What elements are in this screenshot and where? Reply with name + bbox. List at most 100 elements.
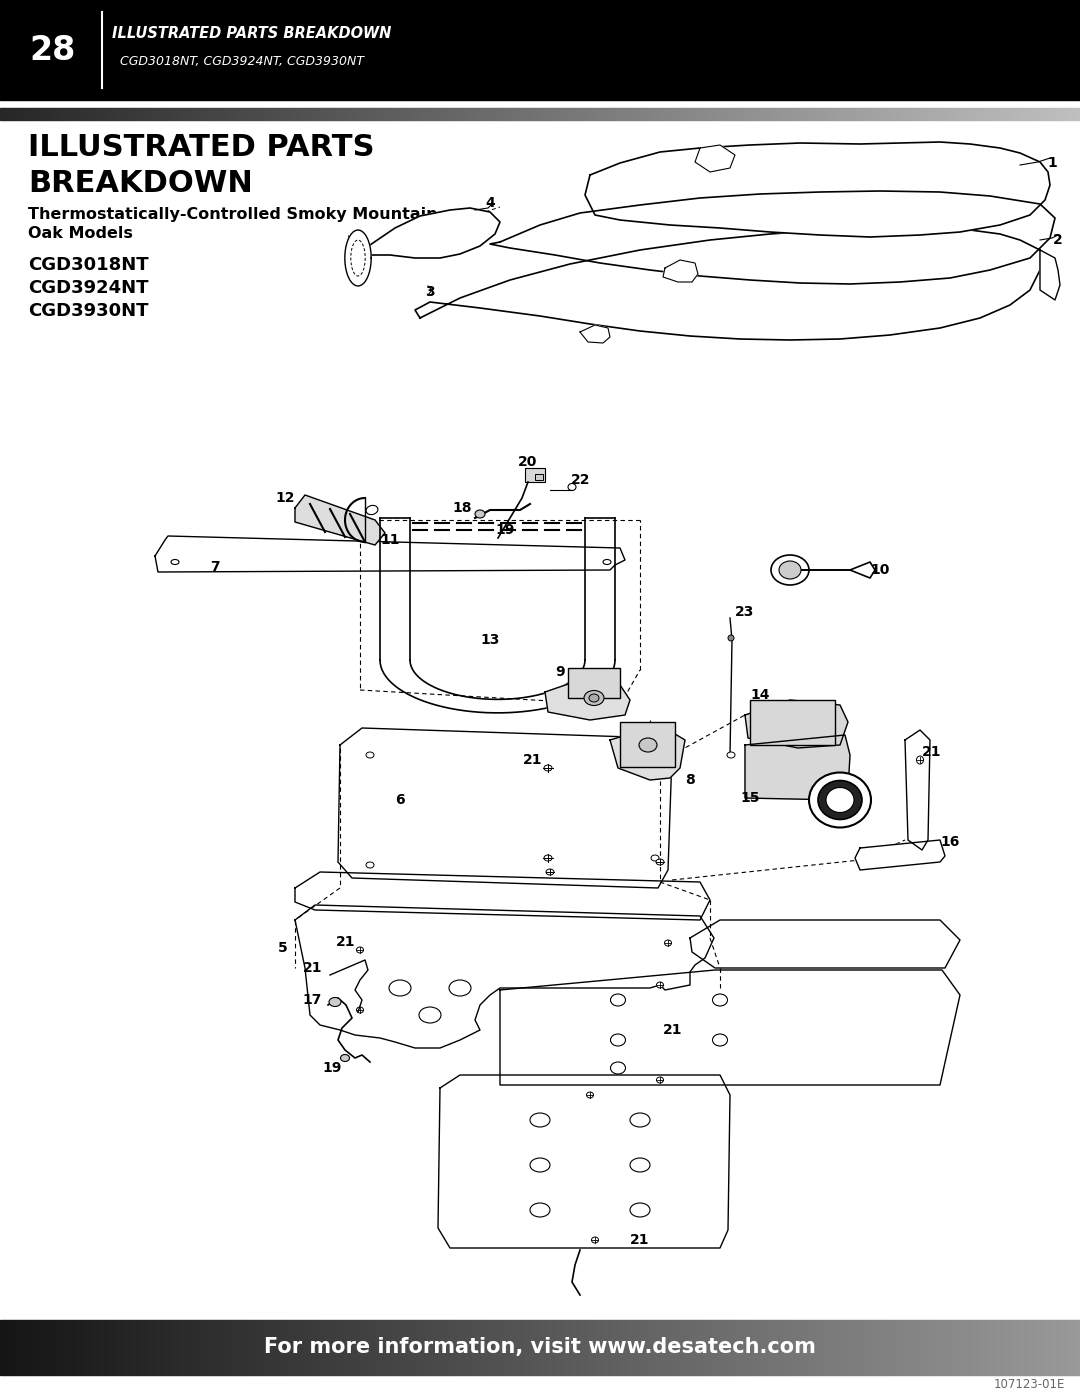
Bar <box>156 108 158 120</box>
Bar <box>464 1320 465 1375</box>
Bar <box>270 108 272 120</box>
Bar <box>602 1320 604 1375</box>
Bar <box>732 108 734 120</box>
Bar <box>416 108 418 120</box>
Bar <box>1010 108 1012 120</box>
Bar <box>24 108 26 120</box>
Bar <box>242 108 244 120</box>
Bar <box>28 1320 30 1375</box>
Bar <box>32 1320 33 1375</box>
Bar <box>1014 108 1016 120</box>
Bar <box>272 1320 274 1375</box>
Bar <box>237 108 238 120</box>
Bar <box>584 1320 586 1375</box>
Bar <box>490 1320 492 1375</box>
Bar <box>525 468 545 482</box>
Bar <box>908 1320 910 1375</box>
Bar <box>210 108 212 120</box>
Bar <box>620 722 675 767</box>
Bar <box>754 108 756 120</box>
Bar <box>798 1320 800 1375</box>
Bar <box>1062 1320 1064 1375</box>
Bar <box>684 1320 686 1375</box>
Bar <box>291 1320 292 1375</box>
Bar <box>554 108 556 120</box>
Bar <box>286 1320 288 1375</box>
Bar <box>760 108 762 120</box>
Bar <box>326 1320 328 1375</box>
Bar <box>1024 1320 1026 1375</box>
Bar <box>976 1320 978 1375</box>
Bar <box>894 108 896 120</box>
Bar <box>46 1320 48 1375</box>
Bar <box>556 108 558 120</box>
Bar <box>148 108 150 120</box>
Bar <box>948 1320 950 1375</box>
Bar <box>686 1320 688 1375</box>
Bar <box>672 1320 674 1375</box>
Ellipse shape <box>610 1034 625 1046</box>
Bar <box>132 108 134 120</box>
Bar <box>962 1320 964 1375</box>
Bar <box>746 108 748 120</box>
Bar <box>224 108 226 120</box>
Bar <box>310 108 312 120</box>
Bar <box>216 1320 218 1375</box>
Bar <box>650 1320 652 1375</box>
Bar <box>510 108 512 120</box>
Bar <box>222 108 224 120</box>
Bar <box>868 108 870 120</box>
Ellipse shape <box>630 1158 650 1172</box>
Text: ILLUSTRATED PARTS BREAKDOWN: ILLUSTRATED PARTS BREAKDOWN <box>112 25 391 41</box>
Bar <box>208 108 210 120</box>
Bar <box>988 108 990 120</box>
Bar <box>348 1320 350 1375</box>
Bar <box>656 1320 658 1375</box>
Bar <box>866 1320 868 1375</box>
Bar <box>374 108 376 120</box>
Bar <box>48 108 50 120</box>
Bar <box>476 1320 478 1375</box>
Bar <box>386 1320 388 1375</box>
Bar <box>380 1320 382 1375</box>
Text: 23: 23 <box>735 605 755 619</box>
Text: 10: 10 <box>870 563 890 577</box>
Bar <box>64 1320 66 1375</box>
Ellipse shape <box>651 855 659 861</box>
Bar <box>824 108 826 120</box>
Bar <box>680 1320 681 1375</box>
Bar <box>580 108 582 120</box>
Bar <box>620 1320 622 1375</box>
Bar <box>512 108 514 120</box>
Bar <box>822 1320 824 1375</box>
Bar <box>1008 1320 1010 1375</box>
Bar <box>562 1320 564 1375</box>
Bar <box>598 108 600 120</box>
Bar <box>588 1320 590 1375</box>
Bar <box>274 1320 276 1375</box>
Bar <box>360 108 362 120</box>
Bar <box>918 1320 920 1375</box>
Bar <box>150 1320 152 1375</box>
Bar <box>951 1320 954 1375</box>
Bar <box>510 1320 512 1375</box>
Bar <box>1072 1320 1074 1375</box>
Bar <box>535 474 543 481</box>
Bar <box>812 108 814 120</box>
Bar <box>960 1320 962 1375</box>
Bar <box>902 108 904 120</box>
Bar <box>996 1320 998 1375</box>
Bar <box>152 108 154 120</box>
Text: 18: 18 <box>453 502 472 515</box>
Bar <box>810 1320 812 1375</box>
Bar <box>230 108 232 120</box>
Bar <box>786 1320 788 1375</box>
Polygon shape <box>348 208 500 263</box>
Bar <box>210 1320 212 1375</box>
Bar <box>954 1320 956 1375</box>
Bar <box>596 108 598 120</box>
Bar <box>114 1320 116 1375</box>
Bar <box>276 1320 278 1375</box>
Bar <box>1020 108 1022 120</box>
Bar <box>710 108 712 120</box>
